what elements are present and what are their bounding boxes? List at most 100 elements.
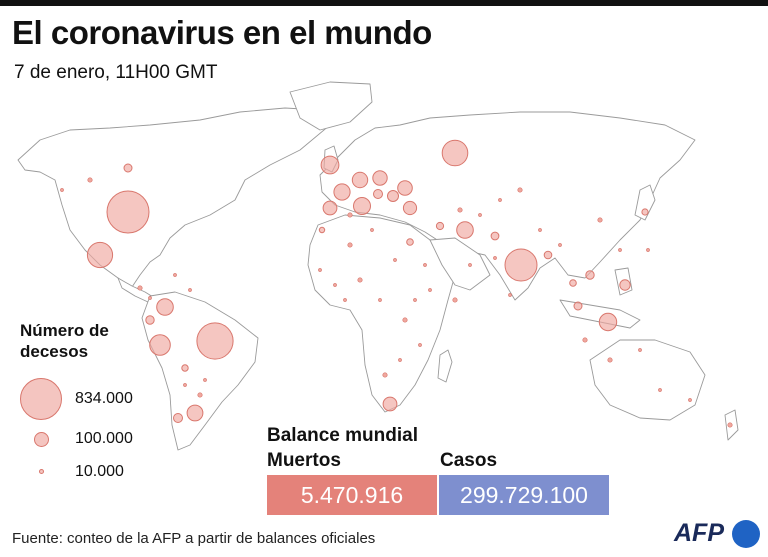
bubble-small — [347, 242, 353, 248]
bubble-canad- — [123, 163, 133, 173]
bubble-small — [658, 388, 662, 392]
land-africa — [307, 214, 456, 413]
legend-title: Número de decesos — [20, 321, 109, 361]
deaths-label: Muertos — [267, 450, 341, 471]
bubble-small — [428, 288, 432, 292]
afp-logo-text: AFP — [674, 519, 724, 547]
bubble-small — [60, 188, 64, 192]
bubble-small — [183, 383, 187, 387]
bubble-pakist-n — [490, 231, 500, 241]
bubble-francia — [333, 183, 351, 201]
bubble-small — [607, 357, 613, 363]
bubble-per- — [149, 334, 171, 356]
bubble-rusia — [441, 139, 469, 167]
bubble-india — [504, 248, 538, 282]
bubble-small — [87, 177, 93, 183]
bubble-small — [402, 317, 408, 323]
bubble-small — [646, 248, 650, 252]
source-note: Fuente: conteo de la AFP a partir de bal… — [12, 530, 376, 547]
bubble-small — [333, 283, 337, 287]
legend-label-medium: 100.000 — [75, 430, 133, 447]
cases-value-box: 299.729.100 — [439, 475, 609, 515]
bubble-small — [137, 285, 143, 291]
land-greenland — [289, 81, 373, 131]
legend-circle-large — [20, 378, 62, 420]
bubble-small — [498, 198, 502, 202]
legend-circle-medium — [34, 432, 49, 447]
bubble-small — [688, 398, 692, 402]
bubble-espa-a — [322, 200, 338, 216]
land-madagascar — [437, 349, 453, 383]
bubble-small — [558, 243, 562, 247]
bubble-small — [318, 268, 322, 272]
land-australia — [589, 339, 706, 421]
bubble-indonesia — [598, 312, 618, 332]
bubble-small — [618, 248, 622, 252]
bubble-ucrania — [397, 180, 413, 196]
bubble-small — [382, 372, 388, 378]
bubble-iraq — [435, 221, 445, 231]
bubble-vietnam — [585, 270, 595, 280]
bubble-small — [398, 358, 402, 362]
bubble-small — [538, 228, 542, 232]
bubble-brasil — [196, 322, 234, 360]
bubble-tailandia — [569, 279, 577, 287]
bubble-polonia — [372, 170, 388, 186]
top-rule — [0, 0, 768, 6]
bubble-chile — [173, 413, 183, 423]
bubble-small — [357, 277, 363, 283]
bubble-small — [148, 296, 152, 300]
bubble-small — [413, 298, 417, 302]
death-bubbles — [60, 139, 733, 428]
bubble-small — [173, 273, 177, 277]
bubble-small — [188, 288, 192, 292]
bubble-small — [457, 207, 463, 213]
bubble-small — [452, 297, 458, 303]
balance-title: Balance mundial — [267, 425, 418, 446]
bubble-small — [727, 422, 733, 428]
bubble-small — [203, 378, 207, 382]
cases-label: Casos — [440, 450, 498, 471]
bubble-small — [423, 263, 427, 267]
deaths-value-box: 5.470.916 — [267, 475, 437, 515]
bubble-jap-n — [641, 208, 649, 216]
land-arabia — [429, 237, 491, 291]
bubble-ecuador — [145, 315, 155, 325]
bubble-small — [597, 217, 603, 223]
bubble-m-xico — [86, 241, 114, 269]
legend-label-large: 834.000 — [75, 390, 133, 407]
bubble-sud-frica — [382, 396, 398, 412]
bubble-small — [370, 228, 374, 232]
bubble-colombia — [156, 298, 174, 316]
bubble-banglad-s — [543, 250, 553, 260]
bubble-reino-unido — [320, 155, 340, 175]
bubble-bolivia — [181, 364, 189, 372]
bubble-small — [197, 392, 203, 398]
bubble-small — [468, 263, 472, 267]
bubble-ee-uu- — [106, 190, 150, 234]
bubble-small — [347, 212, 353, 218]
bubble-small — [393, 258, 397, 262]
bubble-small — [418, 343, 422, 347]
bubble-turqu-a — [402, 200, 418, 216]
bubble-ruman-a — [387, 190, 399, 202]
land-japan — [634, 184, 656, 221]
page-subtitle: 7 de enero, 11H00 GMT — [14, 62, 218, 83]
page-title: El coronavirus en el mundo — [12, 14, 432, 51]
legend-circle-small — [39, 469, 44, 474]
bubble-egipto — [406, 238, 414, 246]
afp-logo-icon — [732, 520, 760, 548]
bubble-hungr-a — [373, 189, 383, 199]
bubble-alemania — [351, 171, 369, 189]
bubble-malasia — [573, 301, 583, 311]
bubble-argentina — [186, 404, 204, 422]
bubble-small — [343, 298, 347, 302]
legend-label-small: 10.000 — [75, 463, 124, 480]
bubble-italia — [353, 197, 371, 215]
land-south-america — [141, 291, 259, 451]
bubble-ir-n — [456, 221, 474, 239]
land-eurasia — [319, 111, 696, 301]
bubble-small — [582, 337, 588, 343]
bubble-small — [638, 348, 642, 352]
